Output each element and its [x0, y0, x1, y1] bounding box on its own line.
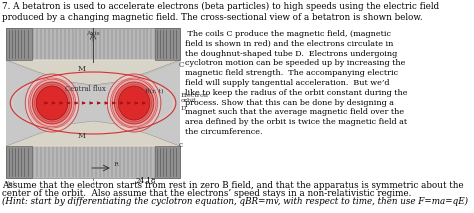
Ellipse shape [25, 74, 79, 132]
Polygon shape [6, 60, 180, 85]
Text: B̅(r, t): B̅(r, t) [145, 88, 164, 94]
Text: The coils C produce the magnetic field, (magnetic
field is shown in red) and the: The coils C produce the magnetic field, … [184, 30, 407, 136]
Bar [6, 28, 180, 178]
Bar [6, 28, 180, 60]
Text: Axis: Axis [86, 31, 100, 36]
Text: C: C [179, 61, 184, 69]
Text: Electron
orbit: Electron orbit [181, 93, 209, 103]
Text: (Hint: start by differentiating the cyclotron equation, qBR=mv, with respect to : (Hint: start by differentiating the cycl… [1, 197, 467, 206]
Text: 7. A betatron is used to accelerate electrons (beta particles) to high speeds us: 7. A betatron is used to accelerate elec… [1, 2, 439, 22]
Bar [6, 28, 32, 60]
Ellipse shape [110, 78, 158, 128]
Ellipse shape [107, 74, 161, 132]
Text: 24.18: 24.18 [136, 177, 156, 185]
Text: D: D [181, 106, 186, 111]
Ellipse shape [118, 86, 150, 120]
Text: M: M [77, 65, 85, 73]
Bar [155, 146, 180, 178]
Bar [6, 146, 32, 178]
Text: M: M [77, 132, 85, 140]
Bar [6, 146, 180, 178]
Ellipse shape [28, 78, 76, 128]
Ellipse shape [114, 82, 154, 124]
Polygon shape [6, 121, 180, 146]
Text: center of the orbit.  Also assume that the electrons’ speed stays in a non-relat: center of the orbit. Also assume that th… [1, 189, 411, 198]
Text: c: c [179, 141, 183, 149]
Bar [155, 28, 180, 60]
Text: (a): (a) [6, 181, 15, 186]
Text: Assume that the electron starts from rest in zero B field, and that the apparatu: Assume that the electron starts from res… [1, 181, 463, 190]
Ellipse shape [36, 86, 68, 120]
Text: Central flux: Central flux [65, 85, 106, 93]
Ellipse shape [32, 82, 72, 124]
Text: R: R [114, 161, 118, 167]
